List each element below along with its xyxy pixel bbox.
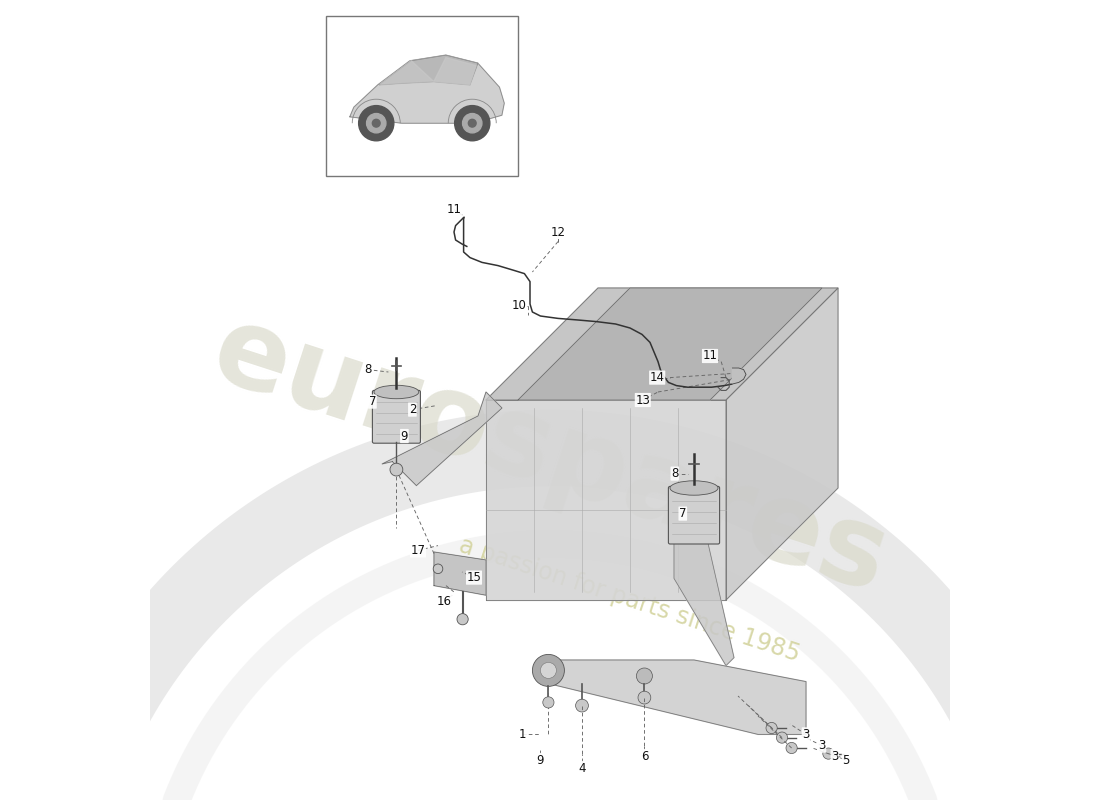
- Circle shape: [575, 699, 589, 712]
- Ellipse shape: [670, 481, 718, 495]
- Text: 1: 1: [518, 728, 526, 741]
- Text: 15: 15: [466, 571, 482, 584]
- Circle shape: [366, 114, 386, 133]
- Text: 7: 7: [679, 507, 686, 520]
- Circle shape: [542, 697, 554, 708]
- Text: 11: 11: [703, 350, 717, 362]
- Text: a passion for parts since 1985: a passion for parts since 1985: [456, 534, 803, 666]
- Polygon shape: [433, 58, 476, 85]
- Text: 16: 16: [437, 595, 452, 608]
- Circle shape: [454, 106, 490, 141]
- Polygon shape: [350, 55, 504, 123]
- Polygon shape: [434, 552, 486, 595]
- Text: 11: 11: [447, 203, 462, 216]
- Ellipse shape: [374, 386, 419, 398]
- Bar: [326, 16, 518, 176]
- Text: 3: 3: [818, 739, 826, 752]
- Polygon shape: [518, 288, 822, 400]
- Circle shape: [540, 662, 557, 678]
- Text: 10: 10: [513, 299, 527, 312]
- Polygon shape: [486, 288, 838, 400]
- Circle shape: [390, 463, 403, 476]
- Circle shape: [766, 722, 778, 734]
- Circle shape: [638, 691, 651, 704]
- Text: 8: 8: [364, 363, 372, 376]
- Circle shape: [433, 564, 443, 574]
- Circle shape: [823, 748, 834, 759]
- Circle shape: [463, 114, 482, 133]
- Circle shape: [373, 119, 381, 127]
- Text: 9: 9: [537, 754, 544, 766]
- Text: 4: 4: [579, 762, 585, 774]
- Polygon shape: [540, 660, 806, 734]
- FancyBboxPatch shape: [669, 486, 719, 544]
- Polygon shape: [733, 368, 746, 384]
- Text: 5: 5: [843, 754, 849, 766]
- Text: 14: 14: [650, 371, 664, 384]
- Text: 6: 6: [640, 750, 648, 762]
- Text: 8: 8: [671, 467, 679, 480]
- Polygon shape: [726, 288, 838, 600]
- Circle shape: [532, 654, 564, 686]
- Text: eurospares: eurospares: [199, 297, 901, 615]
- Text: 13: 13: [636, 394, 650, 406]
- Circle shape: [359, 106, 394, 141]
- Text: 9: 9: [400, 430, 408, 442]
- Polygon shape: [379, 55, 477, 85]
- Polygon shape: [674, 534, 734, 666]
- Text: 2: 2: [409, 403, 416, 416]
- Text: 12: 12: [550, 226, 565, 238]
- Circle shape: [637, 668, 652, 684]
- Circle shape: [786, 742, 798, 754]
- Polygon shape: [382, 392, 502, 486]
- Text: 3: 3: [802, 728, 810, 741]
- Polygon shape: [486, 400, 726, 600]
- FancyBboxPatch shape: [373, 390, 420, 443]
- Text: 17: 17: [410, 544, 426, 557]
- Polygon shape: [379, 61, 433, 85]
- Circle shape: [469, 119, 476, 127]
- Circle shape: [456, 614, 469, 625]
- Text: 7: 7: [368, 395, 376, 408]
- Circle shape: [777, 732, 788, 743]
- Text: 3: 3: [832, 750, 838, 762]
